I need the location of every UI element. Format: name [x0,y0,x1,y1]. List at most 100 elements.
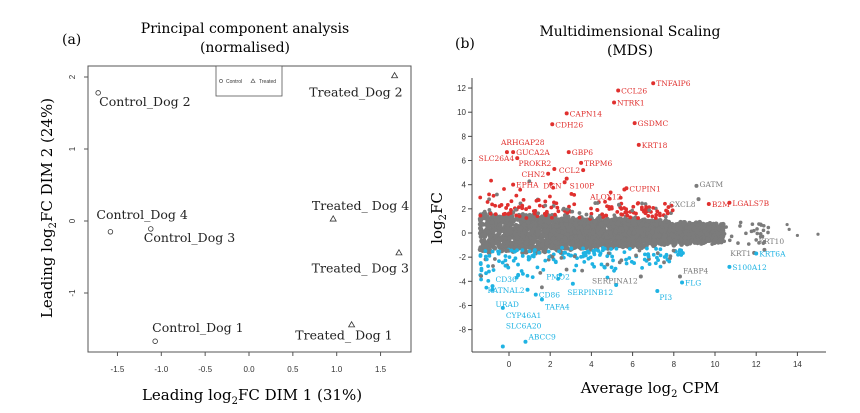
cloud-point [702,230,706,234]
cloud-point-up [508,211,513,216]
cloud-point [507,235,513,241]
cloud-point [702,222,707,228]
cloud-point-down [596,248,601,253]
cloud-point-up [555,205,560,210]
cloud-point-down [679,253,684,257]
gene-point-serpina12 [638,274,643,279]
cloud-point-up [505,203,510,207]
cloud-point [556,233,562,239]
cloud-point [552,217,558,223]
mds-y-ticks: -8 -6 -4 -2 0 2 4 6 8 10 12 [457,84,472,335]
cloud-point-down [632,261,637,265]
cloud-point-down [580,268,585,273]
cloud-point [785,222,789,227]
cloud-point-up [589,206,593,211]
cloud-point [582,217,587,223]
cloud-point [727,238,732,243]
cloud-point-up [493,203,498,208]
cloud-point-down [540,285,544,290]
cloud-point [519,243,525,249]
cloud-point [758,232,763,236]
cloud-point-down [519,269,524,273]
mds-y-tick-label: -2 [459,253,467,262]
cloud-point-down [525,273,530,278]
cloud-point [529,240,535,245]
gene-label: LGALS7B [732,199,769,208]
cloud-point-up [631,204,636,209]
cloud-point [483,244,489,250]
cloud-point-down [564,267,569,272]
pca-y-tick-label: -1 [68,289,77,297]
cloud-point-up [553,212,557,217]
cloud-point [575,242,580,248]
cloud-point-down [523,250,528,255]
cloud-point [631,239,636,245]
cloud-point [603,219,609,225]
gene-label: FLG [685,279,701,288]
cloud-point [650,229,655,235]
cloud-point [563,222,569,228]
cloud-point-up [607,204,611,209]
cloud-point-up [663,214,668,219]
cloud-point [661,235,667,241]
cloud-point-down [667,259,672,264]
pca-point-control [148,226,154,232]
mds-x-tick-label: 2 [548,360,553,369]
cloud-point-up [536,211,541,216]
pca-x-tick-label: 1.5 [375,365,387,374]
cloud-point [528,230,534,235]
cloud-point [636,242,642,248]
cloud-point-down [654,246,658,251]
cloud-point-up [478,195,483,200]
gene-label: B2M [712,200,730,209]
cloud-point [629,226,635,232]
cloud-point-down [651,252,656,257]
cloud-point [663,223,669,228]
cloud-point [757,241,761,245]
cloud-point [697,226,701,230]
gene-label: PI3 [659,293,672,302]
cloud-point [551,227,557,233]
cloud-point-up [654,212,659,217]
cloud-point [566,227,572,233]
cloud-point-up [501,212,506,217]
cloud-point [577,234,583,240]
cloud-point-down [677,248,682,252]
cloud-point [653,222,659,227]
gene-label: KRT18 [642,141,668,150]
cloud-point-down [668,254,673,259]
cloud-point-up [487,192,491,197]
cloud-point-down [586,250,591,255]
gene-point-ntrk1 [612,100,617,105]
cloud-point [681,221,687,227]
pca-y-tick-label: 2 [68,74,77,79]
cloud-point-up [615,210,620,214]
cloud-point-down [592,251,597,256]
gene-label: CHN2 [522,170,546,179]
mds-y-tick-label: 10 [457,108,466,117]
cloud-point [744,231,748,236]
cloud-point [513,232,519,238]
gene-point-cxcl8 [696,197,701,202]
mds-y-tick-label: 12 [457,84,466,93]
cloud-point-down [599,262,604,267]
cloud-point-down [574,263,579,268]
gene-label: CAPN14 [570,109,603,118]
cloud-point-up [647,205,652,210]
legend-circle-marker [219,79,223,83]
cloud-point-down [556,276,561,281]
cloud-point [630,236,636,241]
pca-points: Control_Dog 2 Control_Dog 4 Control_Dog 3 C… [95,71,409,344]
cloud-point [766,230,770,235]
cloud-point-up [517,205,521,209]
cloud-point-down [592,264,597,269]
cloud-point [755,227,759,231]
cloud-point [489,220,495,226]
gene-point-gsdmc [632,121,637,126]
mds-y-tick-label: 6 [462,157,467,166]
cloud-point-down [614,246,619,251]
mds-x-tick-label: 4 [589,360,594,369]
cloud-point-down [627,256,632,260]
gene-point-flg [680,280,685,285]
cloud-point [542,227,548,233]
